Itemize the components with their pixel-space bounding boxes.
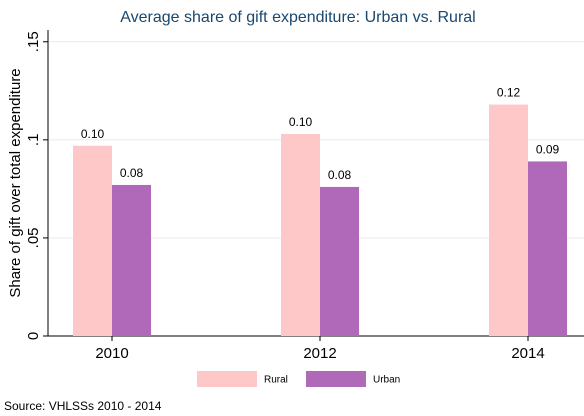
bar (489, 104, 528, 337)
bar (73, 145, 112, 336)
value-label: 0.08 (120, 166, 144, 180)
legend-label: Rural (264, 375, 288, 386)
value-label: 0.10 (289, 115, 313, 129)
x-tick-label: 2010 (95, 345, 128, 362)
source-note: Source: VHLSSs 2010 - 2014 (4, 399, 162, 413)
bar (528, 161, 567, 336)
x-tick-label: 2012 (303, 345, 336, 362)
bar (281, 133, 320, 336)
legend-swatch (306, 371, 366, 387)
value-label: 0.09 (536, 143, 560, 157)
y-tick-label: .1 (25, 134, 42, 147)
chart-title: Average share of gift expenditure: Urban… (120, 9, 475, 26)
y-tick-label: .05 (25, 227, 42, 248)
y-tick-label: 0 (25, 332, 42, 340)
bar (112, 184, 151, 336)
value-label: 0.08 (328, 168, 352, 182)
legend-swatch (197, 371, 257, 387)
x-tick-label: 2014 (511, 345, 544, 362)
bar (320, 186, 359, 336)
value-label: 0.12 (497, 86, 521, 100)
y-tick-label: .15 (25, 31, 42, 52)
value-label: 0.10 (81, 127, 105, 141)
legend-label: Urban (373, 375, 400, 386)
y-axis-title: Share of gift over total expenditure (7, 68, 24, 297)
